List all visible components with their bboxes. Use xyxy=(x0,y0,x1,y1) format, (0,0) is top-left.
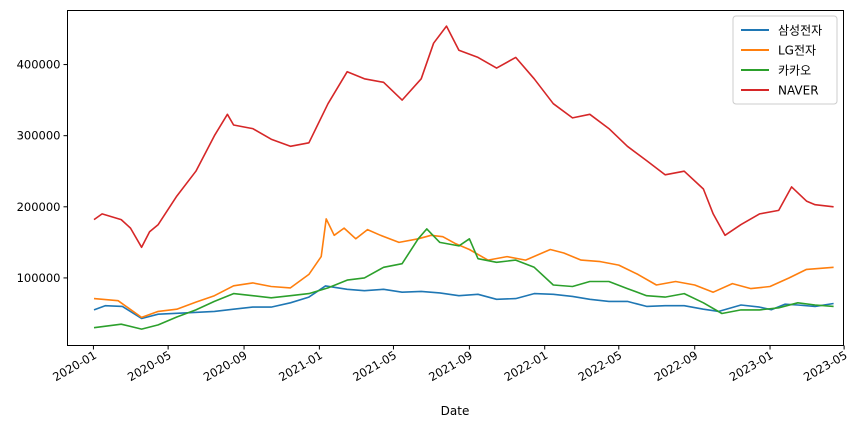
y-tick-label: 100000 xyxy=(17,271,61,285)
y-axis: 100000 200000 300000 400000 xyxy=(17,58,68,285)
plot-frame xyxy=(67,10,844,346)
series-line-3 xyxy=(93,25,834,249)
legend-label: 삼성전자 xyxy=(778,24,822,38)
x-axis-label: Date xyxy=(441,404,470,418)
legend-box xyxy=(732,15,838,105)
series-layer xyxy=(93,25,834,330)
y-tick-label: 200000 xyxy=(17,200,61,214)
legend-label: LG전자 xyxy=(778,44,816,58)
series-line-1 xyxy=(93,218,834,319)
y-tick-label: 400000 xyxy=(17,58,61,72)
legend-label: 카카오 xyxy=(778,64,811,78)
y-tick-label: 300000 xyxy=(17,129,61,143)
legend-label: NAVER xyxy=(778,84,819,98)
series-line-0 xyxy=(93,285,834,320)
series-line-2 xyxy=(93,228,834,330)
